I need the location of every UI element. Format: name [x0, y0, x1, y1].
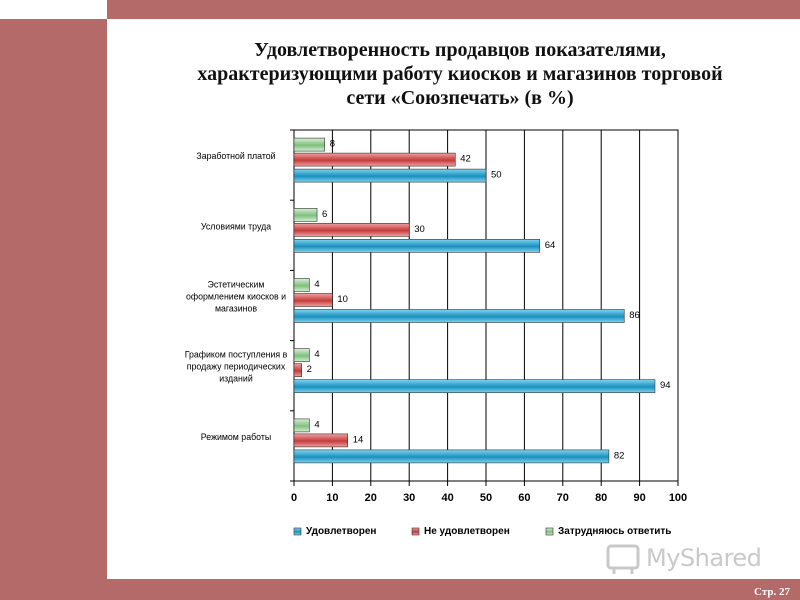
left-band	[0, 19, 107, 579]
bar-unsatisfied	[293, 293, 333, 307]
title-line-3: сети «Союзпечать» (в %)	[346, 87, 574, 109]
bar-unsatisfied	[293, 433, 349, 448]
bottom-band	[0, 579, 800, 600]
title-line-1: Удовлетворенность продавцов показателями…	[254, 39, 666, 61]
x-tick-label: 100	[669, 492, 687, 504]
x-tick-label: 60	[518, 492, 530, 504]
data-label: 42	[460, 154, 471, 165]
data-label: 8	[330, 139, 335, 150]
bar-satisfied	[293, 309, 625, 323]
category-label: Заработной платой	[196, 151, 275, 161]
category-label: Условиями труда	[201, 221, 271, 231]
bar-undecided	[293, 208, 318, 222]
watermark-text: MyShared	[646, 544, 762, 572]
data-label: 30	[414, 224, 425, 235]
bar-unsatisfied	[293, 152, 456, 167]
bar-satisfied	[293, 379, 656, 394]
watermark: MyShared	[606, 540, 766, 576]
x-tick-label: 10	[326, 492, 338, 504]
legend-swatch	[411, 527, 420, 536]
legend-swatch	[545, 527, 554, 536]
top-left-corner	[0, 0, 107, 19]
legend-swatch	[293, 527, 302, 536]
legend-label: Затрудняюсь ответить	[558, 526, 671, 537]
data-label: 4	[314, 349, 319, 360]
bar-unsatisfied	[293, 363, 302, 378]
data-label: 86	[629, 310, 640, 321]
bar-undecided	[293, 418, 310, 433]
watermark-logo-icon	[606, 544, 640, 574]
x-tick-label: 0	[291, 492, 297, 504]
data-label: 4	[314, 279, 319, 290]
data-label: 6	[322, 209, 327, 220]
category-label: Режимом работы	[201, 432, 271, 442]
x-tick-label: 90	[633, 492, 645, 504]
data-label: 50	[491, 170, 502, 181]
x-tick-label: 70	[557, 492, 569, 504]
bar-satisfied	[293, 239, 541, 253]
x-tick-label: 80	[595, 492, 607, 504]
x-tick-label: 40	[441, 492, 453, 504]
bar-unsatisfied	[293, 223, 410, 237]
top-band	[107, 0, 800, 19]
data-label: 82	[614, 450, 625, 461]
x-tick-label: 30	[403, 492, 415, 504]
slide-title: Удовлетворенность продавцов показателями…	[160, 38, 760, 110]
bar-satisfied	[293, 168, 487, 183]
data-label: 10	[337, 294, 348, 305]
category-label: Эстетическим оформлением киосков и магазин…	[186, 280, 286, 314]
bar-undecided	[293, 278, 310, 292]
data-label: 14	[353, 434, 364, 445]
bar-undecided	[293, 348, 310, 363]
category-label: Графиком поступления в продажу периодичес…	[185, 350, 288, 384]
page-number: Стр. 27	[754, 586, 790, 598]
legend-label: Не удовлетворен	[424, 526, 510, 537]
data-label: 2	[307, 364, 312, 375]
bar-satisfied	[293, 449, 610, 464]
data-label: 4	[314, 419, 319, 430]
data-label: 94	[660, 380, 671, 391]
x-tick-label: 20	[365, 492, 377, 504]
x-tick-label: 50	[480, 492, 492, 504]
title-line-2: характеризующими работу киосков и магази…	[197, 63, 723, 85]
bar-undecided	[293, 137, 326, 152]
data-label: 64	[545, 240, 556, 251]
legend-label: Удовлетворен	[306, 526, 376, 537]
